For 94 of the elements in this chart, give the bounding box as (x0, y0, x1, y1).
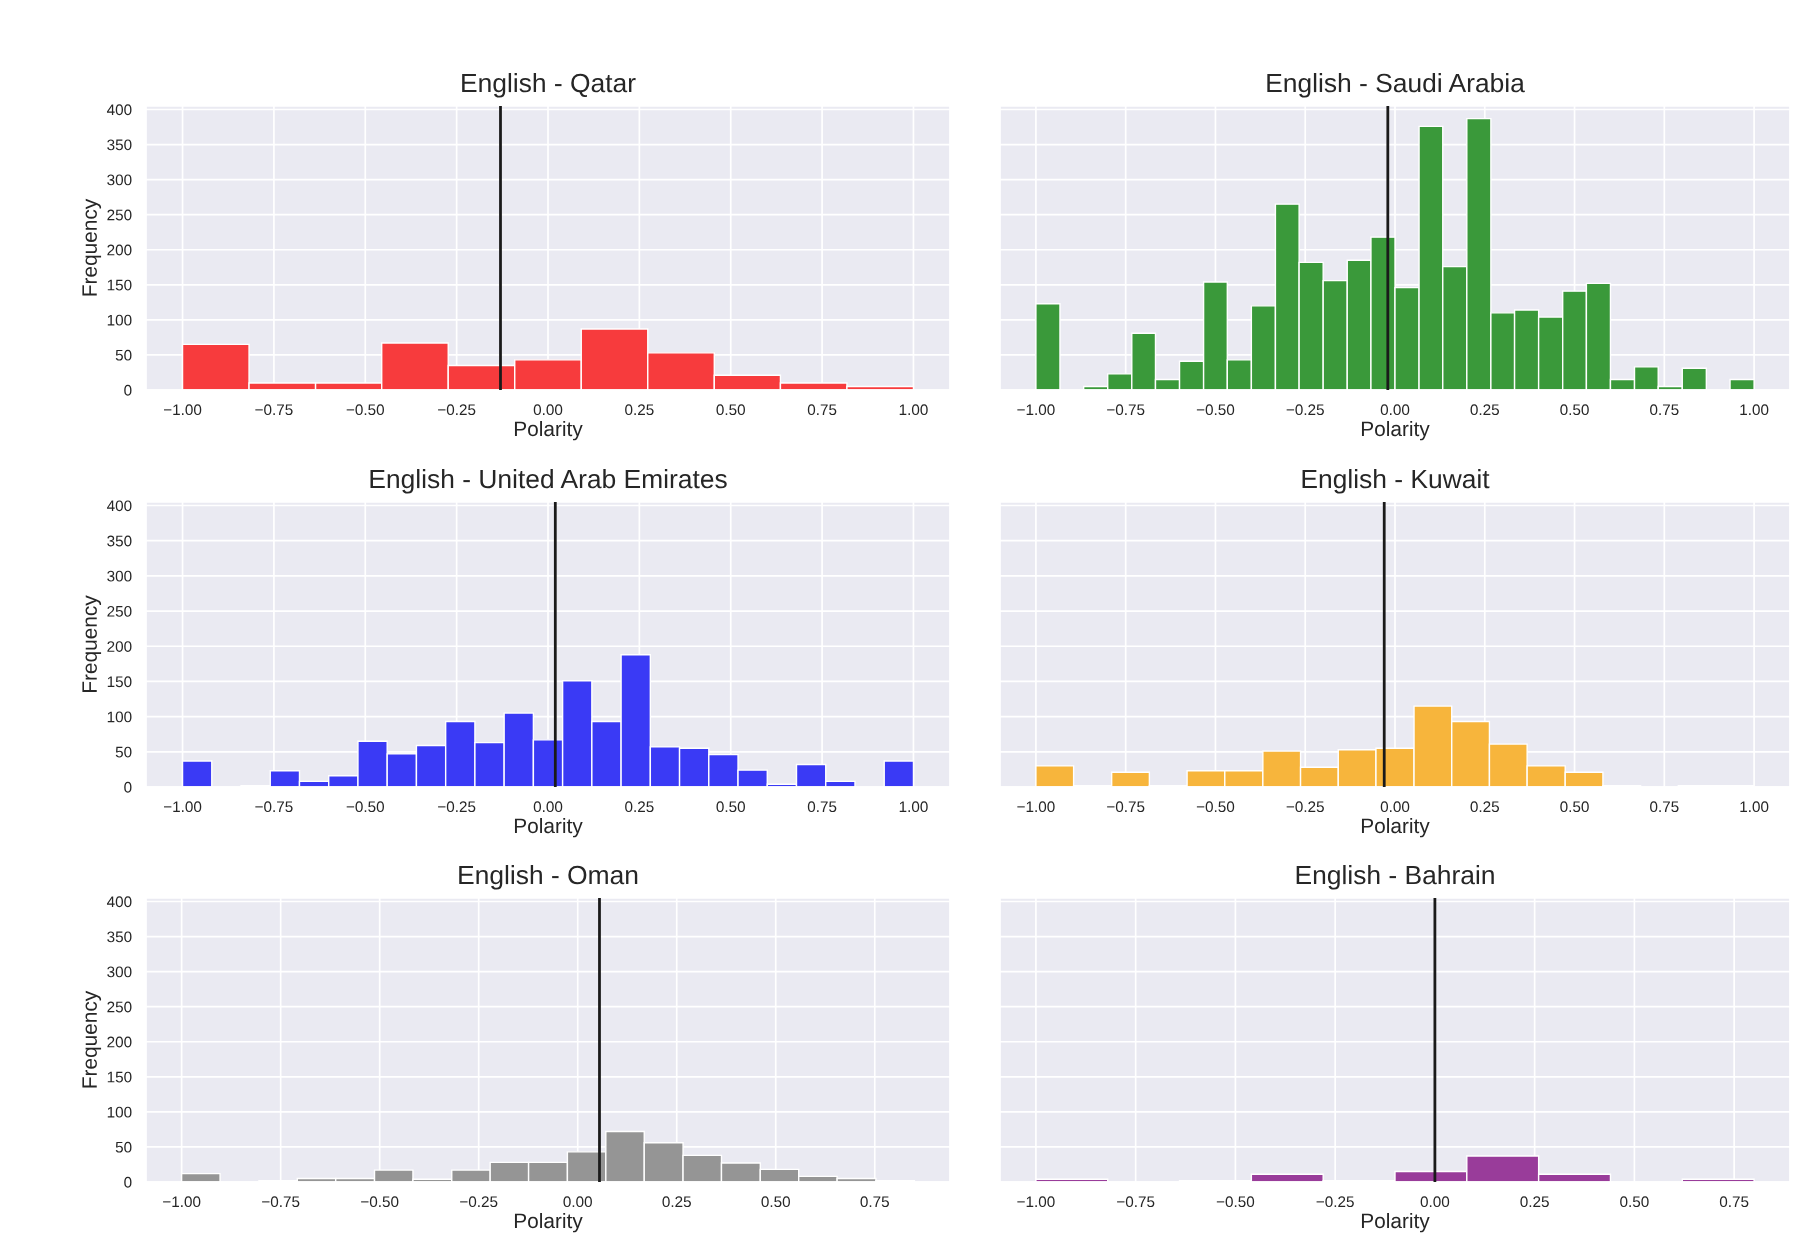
x-tick-label: 0.50 (1620, 1196, 1649, 1208)
x-tick-label: −0.25 (438, 404, 476, 416)
x-tick-label: 0.75 (1650, 404, 1679, 416)
x-tick-label: −1.00 (163, 404, 202, 416)
y-tick-label: 250 (107, 209, 132, 221)
x-tick-label: −0.50 (1196, 801, 1235, 813)
x-tick-label: −0.50 (346, 404, 384, 416)
x-tick-label: 0.00 (533, 801, 563, 813)
x-tick-label: 0.50 (761, 1196, 791, 1208)
x-tick-label: 0.50 (1560, 801, 1589, 813)
x-tick-label: −0.50 (346, 801, 384, 813)
x-tick-label: 0.25 (1470, 801, 1499, 813)
x-tick-label: −0.25 (1286, 801, 1324, 813)
x-tick-label: 0.50 (1560, 404, 1589, 416)
x-tick-label: −0.75 (1107, 801, 1145, 813)
y-tick-label: 250 (107, 1001, 132, 1013)
y-tick-label: 50 (115, 349, 132, 361)
x-tick-label: 0.00 (533, 404, 563, 416)
y-tick-label: 200 (107, 641, 132, 652)
y-axis-title: Frequency (82, 198, 102, 296)
chart-title: English - Oman (459, 864, 638, 890)
y-tick-label: 150 (107, 1071, 132, 1083)
chart-title: English - Kuwait (1302, 468, 1490, 494)
x-tick-label: 0.25 (625, 801, 654, 813)
x-tick-label: 0.50 (716, 801, 745, 813)
y-tick-label: 350 (107, 535, 132, 547)
x-tick-label: 0.25 (1520, 1196, 1549, 1208)
chart-title: English - Saudi Arabia (1267, 72, 1525, 98)
y-tick-label: 400 (106, 896, 132, 908)
y-tick-label: 0 (124, 384, 132, 396)
x-tick-label: −0.25 (438, 801, 476, 813)
y-tick-label: 300 (107, 966, 132, 978)
x-tick-label: 1.00 (1740, 404, 1769, 416)
y-tick-label: 300 (107, 174, 132, 186)
x-tick-label: 0.00 (1380, 801, 1410, 813)
x-tick-label: −1.00 (1017, 404, 1055, 416)
y-tick-label: 150 (107, 279, 132, 291)
x-tick-label: 0.00 (563, 1196, 592, 1208)
y-tick-label: 0 (124, 1176, 132, 1188)
x-tick-label: −0.50 (1216, 1196, 1255, 1208)
x-axis-title: Polarity (514, 817, 583, 838)
x-tick-label: −0.75 (255, 801, 293, 813)
chart-title: English - Qatar (462, 72, 636, 98)
chart-title: English - Bahrain (1296, 864, 1494, 890)
chart-title: English - United Arab Emirates (370, 468, 727, 494)
y-tick-label: 300 (107, 570, 132, 582)
x-tick-label: −1.00 (163, 1196, 201, 1208)
y-axis-title: Frequency (82, 990, 102, 1088)
x-axis-title: Polarity (1361, 420, 1430, 441)
y-tick-label: 350 (107, 139, 132, 151)
x-tick-label: 1.00 (899, 801, 928, 813)
y-axis-title: Frequency (82, 595, 102, 692)
y-tick-label: 0 (124, 781, 132, 793)
x-tick-label: −1.00 (1017, 801, 1055, 813)
x-tick-label: 0.75 (860, 1196, 889, 1208)
x-tick-label: 0.75 (1650, 801, 1679, 813)
x-tick-label: −0.75 (262, 1196, 300, 1208)
x-axis-title: Polarity (1361, 817, 1430, 838)
x-tick-label: −1.00 (163, 801, 202, 813)
x-tick-label: −0.50 (361, 1196, 399, 1208)
x-tick-label: 0.75 (1719, 1196, 1749, 1208)
x-tick-label: 0.25 (1470, 404, 1499, 416)
y-tick-label: 200 (107, 244, 132, 256)
x-tick-label: −0.25 (1316, 1196, 1354, 1208)
x-tick-label: 0.00 (1380, 404, 1410, 416)
x-tick-label: 0.00 (1420, 1196, 1450, 1208)
y-tick-label: 50 (115, 746, 132, 758)
x-axis-title: Polarity (514, 1212, 583, 1233)
x-axis-title: Polarity (1361, 1212, 1430, 1233)
x-tick-label: 1.00 (1740, 801, 1769, 813)
y-tick-label: 350 (107, 931, 132, 943)
x-tick-label: 0.75 (807, 404, 837, 416)
y-tick-label: 150 (107, 676, 132, 688)
x-tick-label: 0.50 (716, 404, 745, 416)
y-tick-label: 200 (107, 1036, 132, 1048)
y-tick-label: 400 (106, 500, 132, 512)
x-tick-label: −0.50 (1196, 404, 1235, 416)
y-tick-label: 50 (115, 1141, 132, 1153)
x-axis-title: Polarity (514, 420, 583, 441)
y-tick-label: 100 (107, 1106, 132, 1118)
x-tick-label: 0.25 (625, 404, 654, 416)
x-tick-label: −0.25 (1286, 404, 1324, 416)
x-tick-label: −0.75 (1107, 404, 1145, 416)
x-tick-label: −1.00 (1017, 1196, 1055, 1208)
y-tick-label: 400 (106, 104, 132, 116)
y-tick-label: 100 (107, 314, 132, 326)
x-tick-label: −0.75 (255, 404, 293, 416)
y-tick-label: 100 (107, 711, 132, 723)
x-tick-label: 1.00 (899, 404, 928, 416)
x-tick-label: −0.75 (1117, 1196, 1155, 1208)
y-tick-label: 250 (107, 605, 132, 617)
x-tick-label: 0.25 (662, 1196, 691, 1208)
x-tick-label: 0.75 (807, 801, 837, 813)
x-tick-label: −0.25 (460, 1196, 498, 1208)
